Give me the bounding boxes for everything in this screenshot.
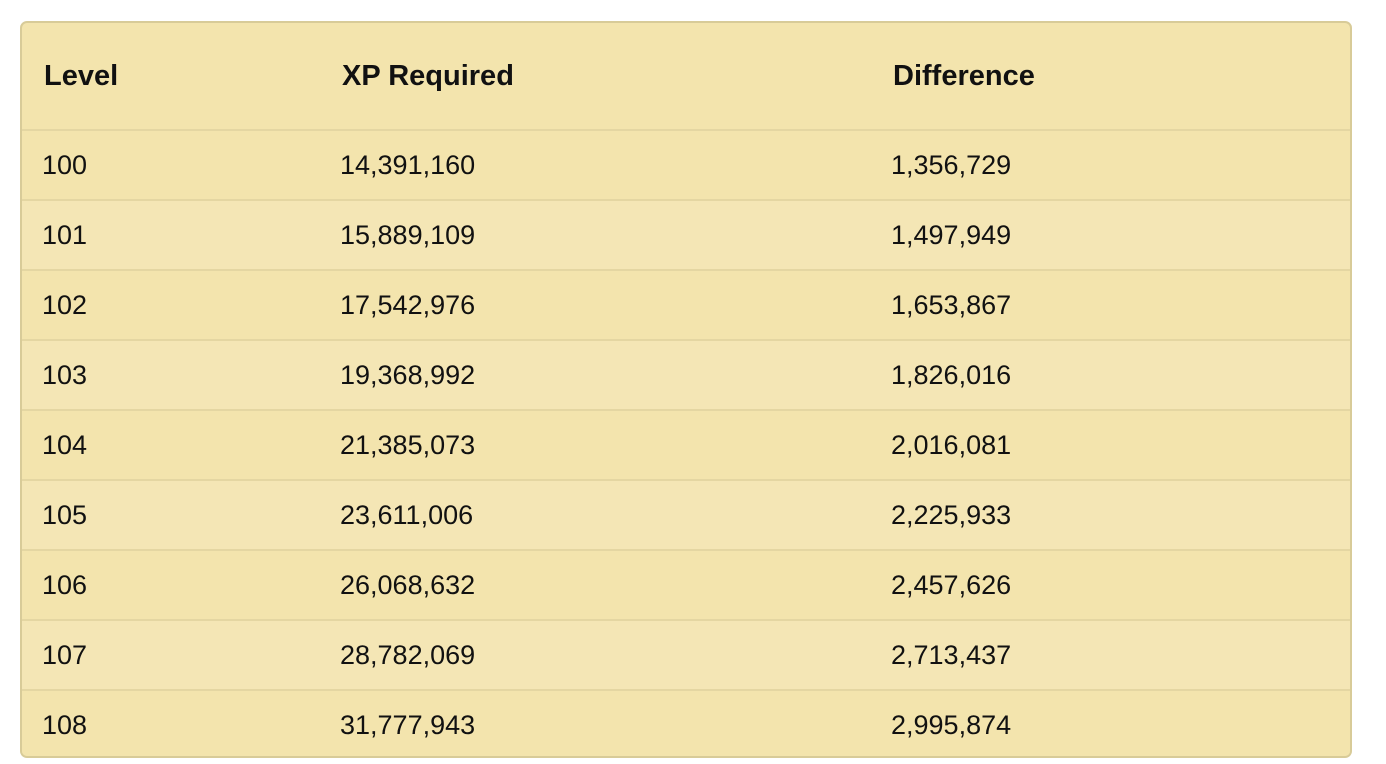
cell-level: 107	[22, 620, 320, 691]
header-row: Level XP Required Difference	[22, 23, 1350, 131]
table-row: 107 28,782,069 2,713,437	[22, 620, 1350, 691]
cell-xp-required: 23,611,006	[320, 480, 871, 551]
table-body: 100 14,391,160 1,356,729 101 15,889,109 …	[22, 130, 1350, 756]
xp-table-container: Level XP Required Difference 100 14,391,…	[20, 21, 1352, 758]
cell-xp-required: 26,068,632	[320, 550, 871, 621]
cell-xp-required: 17,542,976	[320, 270, 871, 341]
cell-difference: 2,457,626	[871, 550, 1350, 621]
cell-xp-required: 28,782,069	[320, 620, 871, 691]
cell-level: 100	[22, 130, 320, 201]
cell-level: 103	[22, 340, 320, 411]
cell-level: 102	[22, 270, 320, 341]
cell-difference: 1,653,867	[871, 270, 1350, 341]
cell-level: 105	[22, 480, 320, 551]
cell-level: 104	[22, 410, 320, 481]
cell-difference: 2,995,874	[891, 709, 1012, 740]
cell-difference: 1,356,729	[871, 130, 1350, 201]
cell-difference: 2,713,437	[871, 620, 1350, 691]
table-row: 103 19,368,992 1,826,016	[22, 340, 1350, 411]
cell-xp-required: 19,368,992	[320, 340, 871, 411]
cell-xp-required: 15,889,109	[320, 200, 871, 271]
cell-xp-required: 21,385,073	[320, 410, 871, 481]
table-row: 108 31,777,943 2,995,874	[22, 690, 1350, 756]
table-header: Level XP Required Difference	[22, 23, 1350, 131]
cell-xp-required: 31,777,943	[340, 709, 476, 740]
cell-difference: 1,826,016	[871, 340, 1350, 411]
column-header-difference: Difference	[871, 23, 1350, 131]
cell-xp-required: 14,391,160	[320, 130, 871, 201]
cell-level: 101	[22, 200, 320, 271]
xp-table: Level XP Required Difference 100 14,391,…	[22, 23, 1350, 756]
cell-level: 106	[22, 550, 320, 621]
cell-difference: 2,225,933	[871, 480, 1350, 551]
table-row: 101 15,889,109 1,497,949	[22, 200, 1350, 271]
column-header-xp-required: XP Required	[320, 23, 871, 131]
table-row: 104 21,385,073 2,016,081	[22, 410, 1350, 481]
table-row: 105 23,611,006 2,225,933	[22, 480, 1350, 551]
cell-difference: 2,016,081	[871, 410, 1350, 481]
table-row: 100 14,391,160 1,356,729	[22, 130, 1350, 201]
table-row: 102 17,542,976 1,653,867	[22, 270, 1350, 341]
cell-difference: 1,497,949	[871, 200, 1350, 271]
cell-level: 108	[42, 709, 88, 740]
column-header-level: Level	[22, 23, 320, 131]
table-row: 106 26,068,632 2,457,626	[22, 550, 1350, 621]
